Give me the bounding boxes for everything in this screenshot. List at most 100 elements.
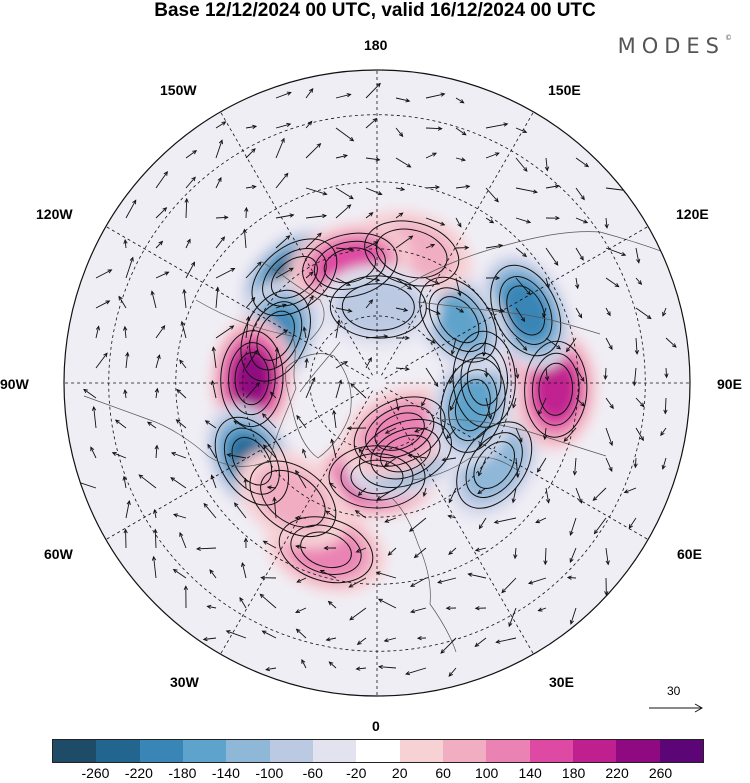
wind-arrow	[445, 605, 457, 611]
contour-line	[436, 296, 480, 344]
wind-arrow	[563, 427, 577, 443]
contour-line	[473, 441, 516, 489]
wind-arrow	[328, 661, 337, 669]
colorbar-tick-label: 60	[435, 765, 451, 781]
wind-arrow	[183, 585, 188, 609]
wind-arrow	[305, 232, 322, 249]
wind-arrow	[635, 277, 643, 286]
wind-arrow	[515, 157, 528, 172]
colorbar-segment	[399, 740, 443, 762]
wind-arrow	[425, 307, 441, 315]
wind-arrow	[275, 172, 289, 189]
wind-arrow	[184, 197, 189, 219]
wind-arrow	[203, 502, 217, 519]
wind-arrow	[414, 427, 427, 433]
wind-arrow	[325, 637, 337, 642]
wind-arrow	[153, 528, 158, 549]
wind-arrow	[407, 453, 427, 459]
wind-arrow	[125, 499, 131, 519]
lon-label-180: 180	[364, 37, 388, 53]
wind-arrow	[118, 295, 127, 309]
wind-arrow	[536, 457, 547, 473]
wind-arrow	[605, 337, 613, 351]
wind-arrow	[302, 326, 307, 339]
colorbar-segment	[312, 740, 357, 762]
contour-line	[290, 524, 362, 575]
wind-arrow	[349, 607, 367, 621]
contour-line	[454, 379, 491, 432]
wind-arrow	[395, 366, 410, 372]
wind-arrow	[209, 569, 217, 579]
anomaly-level	[502, 280, 550, 341]
meridian-line	[105, 226, 370, 379]
wind-arrow	[485, 275, 501, 281]
contour-line	[313, 240, 386, 290]
wind-arrow	[261, 630, 277, 639]
wind-arrow	[125, 256, 134, 279]
wind-arrow	[455, 277, 462, 297]
wind-arrow	[513, 547, 518, 560]
colorbar-tick-label: -260	[81, 765, 110, 781]
wind-arrow	[545, 247, 559, 266]
wind-arrow	[542, 427, 548, 441]
wind-arrow	[202, 636, 217, 642]
wind-arrow	[425, 277, 440, 285]
wind-arrow	[211, 346, 217, 369]
contour-line	[260, 469, 326, 528]
wind-arrow	[425, 337, 436, 344]
wind-arrow	[663, 397, 668, 415]
wind-arrow	[275, 137, 285, 159]
wind-arrow	[151, 555, 157, 579]
modes-logo: MODES©	[618, 34, 732, 58]
wind-arrow	[515, 337, 528, 352]
wind-arrow	[575, 397, 585, 407]
wind-arrow	[542, 307, 547, 319]
wind-arrow	[305, 120, 313, 129]
wind-arrow	[365, 334, 389, 339]
wind-arrow	[170, 452, 187, 459]
lon-label-90w: 90W	[0, 376, 29, 392]
wind-arrow	[455, 217, 462, 228]
wind-arrow	[508, 607, 517, 628]
wind-arrow	[478, 427, 487, 449]
wind-arrow	[335, 319, 341, 339]
wind-arrow	[155, 207, 168, 219]
lon-label-120w: 120W	[36, 206, 73, 222]
contour-set	[214, 416, 290, 506]
wind-arrow	[635, 307, 652, 320]
contour-line	[428, 287, 488, 352]
wind-arrow	[125, 199, 137, 219]
wind-arrow	[179, 531, 187, 549]
wind-arrow	[365, 187, 383, 196]
wind-arrow	[275, 91, 292, 99]
contour-line	[465, 432, 523, 498]
contour-line	[380, 434, 431, 473]
wind-arrow	[664, 367, 669, 379]
wind-arrow	[176, 388, 187, 399]
wind-arrow	[305, 271, 314, 279]
lon-label-120e: 120E	[676, 206, 709, 222]
contour-set	[440, 357, 506, 453]
wind-arrow	[365, 157, 381, 162]
wind-arrow	[335, 361, 349, 369]
wind-arrow	[210, 380, 217, 399]
wind-arrow	[262, 444, 277, 459]
meridian-line	[381, 111, 534, 376]
colorbar-tick-label: 180	[561, 765, 586, 781]
wind-arrow	[515, 247, 528, 258]
wind-arrow	[365, 241, 379, 249]
wind-arrow	[272, 496, 277, 519]
wind-arrow	[335, 127, 355, 142]
wind-arrow	[395, 127, 404, 138]
wind-arrow	[623, 487, 637, 494]
reference-vector-label: 30	[667, 684, 681, 698]
wind-arrow	[95, 269, 113, 279]
wind-arrow	[575, 217, 589, 224]
wind-arrow	[296, 414, 307, 429]
wind-arrow	[346, 426, 367, 431]
wind-arrow	[355, 666, 367, 671]
wind-arrow	[95, 352, 108, 369]
wind-arrow	[384, 517, 397, 523]
contour-line	[375, 228, 448, 279]
colorbar-tick-label: -140	[211, 765, 240, 781]
